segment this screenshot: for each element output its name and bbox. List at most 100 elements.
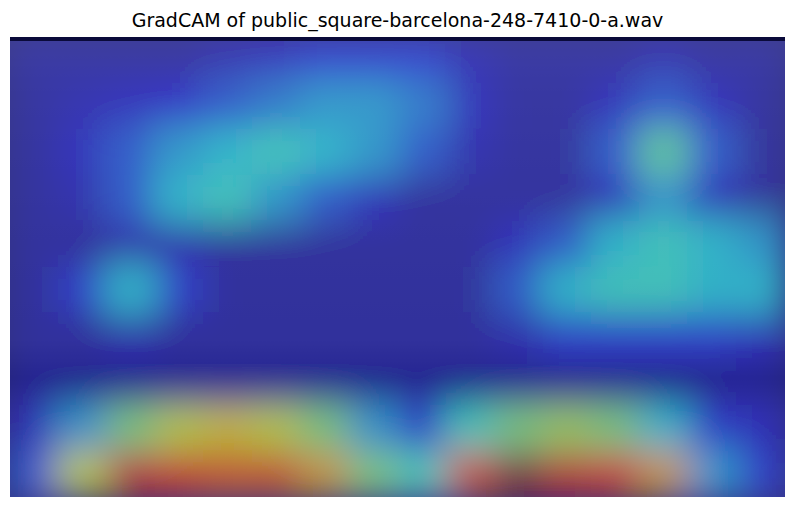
heatmap-cell: [155, 221, 204, 268]
heatmap-cell: [736, 451, 785, 498]
heatmap-cell: [688, 359, 737, 406]
heatmap-cell: [300, 83, 349, 130]
heatmap-cell: [445, 313, 494, 360]
heatmap-cell: [494, 83, 543, 130]
title: GradCAM of public_square-barcelona-248-7…: [132, 9, 664, 32]
heatmap-cell: [397, 175, 446, 222]
heatmap-cell: [252, 313, 301, 360]
heatmap-cell: [58, 267, 107, 314]
heatmap-cell: [639, 359, 688, 406]
heatmap-cell: [252, 267, 301, 314]
heatmap-cell: [10, 267, 59, 314]
heatmap-cell: [252, 37, 301, 84]
heatmap-cell: [349, 405, 398, 452]
heatmap-cell: [542, 267, 591, 314]
heatmap-cell: [736, 37, 785, 84]
heatmap-cell: [542, 451, 591, 498]
heatmap-cell: [203, 37, 252, 84]
heatmap-cell: [494, 359, 543, 406]
heatmap-cell: [106, 83, 155, 130]
heatmap-cell: [349, 175, 398, 222]
heatmap-cell: [203, 129, 252, 176]
heatmap-cell: [58, 359, 107, 406]
heatmap-cell: [155, 313, 204, 360]
heatmap-cell: [445, 221, 494, 268]
heatmap-cell: [300, 129, 349, 176]
heatmap-cell: [10, 451, 59, 498]
heatmap-cell: [106, 359, 155, 406]
heatmap-cell: [494, 129, 543, 176]
heatmap-cell: [639, 83, 688, 130]
heatmap-cell: [445, 451, 494, 498]
heatmap-cell: [591, 129, 640, 176]
heatmap-cell: [106, 313, 155, 360]
heatmap-cell: [300, 451, 349, 498]
heatmap-cell: [252, 359, 301, 406]
heatmap-cell: [106, 37, 155, 84]
heatmap-cell: [639, 451, 688, 498]
heatmap-cell: [445, 359, 494, 406]
heatmap-cell: [155, 405, 204, 452]
heatmap-cell: [591, 83, 640, 130]
heatmap-cell: [10, 37, 59, 84]
heatmap-cell: [252, 83, 301, 130]
heatmap-cell: [203, 175, 252, 222]
image-edge: [10, 37, 785, 41]
heatmap-cell: [445, 37, 494, 84]
heatmap-cell: [736, 313, 785, 360]
heatmap-cell: [445, 267, 494, 314]
heatmap-cell: [688, 37, 737, 84]
plot-area: [10, 37, 785, 497]
heatmap-cell: [688, 83, 737, 130]
heatmap-cell: [397, 313, 446, 360]
heatmap-cell: [494, 313, 543, 360]
overlay-base: [10, 37, 785, 497]
heatmap-cell: [397, 129, 446, 176]
heatmap-cell: [688, 267, 737, 314]
heatmap-cell: [300, 267, 349, 314]
heatmap-cell: [58, 175, 107, 222]
heatmap-cell: [591, 313, 640, 360]
heatmap-cell: [445, 175, 494, 222]
heatmap-cell: [106, 221, 155, 268]
heatmap-cell: [155, 359, 204, 406]
heatmap-cell: [300, 405, 349, 452]
heatmap-cell: [300, 221, 349, 268]
heatmap-cell: [639, 221, 688, 268]
heatmap-cell: [10, 175, 59, 222]
heatmap-cell: [252, 129, 301, 176]
heatmap-cell: [639, 313, 688, 360]
heatmap-cell: [688, 405, 737, 452]
heatmap-cell: [639, 267, 688, 314]
heatmap-cell: [542, 129, 591, 176]
heatmap-cell: [397, 267, 446, 314]
heatmap-cell: [155, 37, 204, 84]
heatmap-cell: [542, 175, 591, 222]
heatmap-cell: [252, 405, 301, 452]
heatmap-cell: [10, 313, 59, 360]
heatmap-cell: [10, 405, 59, 452]
heatmap-cell: [203, 221, 252, 268]
heatmap-cell: [397, 221, 446, 268]
heatmap-cell: [494, 221, 543, 268]
heatmap-cell: [203, 313, 252, 360]
heatmap-cell: [252, 175, 301, 222]
heatmap-cell: [349, 451, 398, 498]
heatmap-cell: [155, 175, 204, 222]
heatmap-cell: [591, 221, 640, 268]
heatmap-cell: [639, 129, 688, 176]
heatmap-cell: [445, 405, 494, 452]
heatmap-cell: [106, 175, 155, 222]
heatmap-cell: [591, 175, 640, 222]
heatmap-cell: [688, 451, 737, 498]
heatmap-cell: [688, 175, 737, 222]
heatmap-cell: [494, 37, 543, 84]
heatmap-cell: [542, 405, 591, 452]
heatmap-cell: [300, 359, 349, 406]
heatmap-cell: [639, 37, 688, 84]
heatmap-cell: [397, 37, 446, 84]
heatmap-cell: [445, 129, 494, 176]
heatmap-cell: [349, 267, 398, 314]
heatmap-cell: [736, 221, 785, 268]
heatmap-cell: [591, 359, 640, 406]
